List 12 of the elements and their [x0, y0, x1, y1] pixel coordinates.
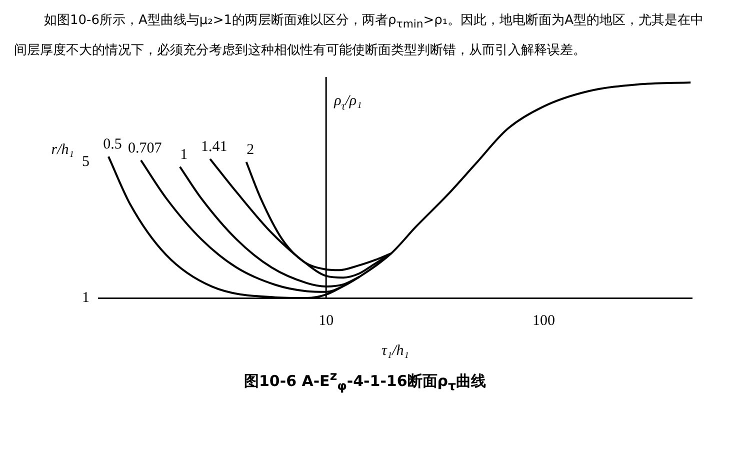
series-label: 0.5	[103, 136, 122, 152]
legend-title: r/h₁	[51, 142, 74, 158]
x-tick-label: 100	[532, 312, 555, 329]
series-label: 1.41	[200, 138, 228, 155]
text: 图10-6 A-E$^{z}$$_{φ}$-4-1-16断面ρ$_{τ}$曲线	[242, 368, 488, 393]
series-label: 2	[246, 142, 254, 158]
text: 如图10-6所示，A型曲线与μ₂>1的两层断面难以区分，两者ρ$_{τmin}$>ρ₁。因此，地电断面为A型的地区，尤其是在中间层厚度不大的情况下，必须充分考虑到这种相似性有可能使断面类型判断错，从而引入解释误差。	[14, 12, 704, 60]
x-axis-title: τ₁/h₁	[382, 342, 409, 359]
series-label: 0.707	[128, 140, 162, 156]
series-label: 1	[180, 146, 188, 162]
x-tick-label: 10	[318, 312, 334, 329]
y-tick-label: 5	[82, 154, 90, 170]
